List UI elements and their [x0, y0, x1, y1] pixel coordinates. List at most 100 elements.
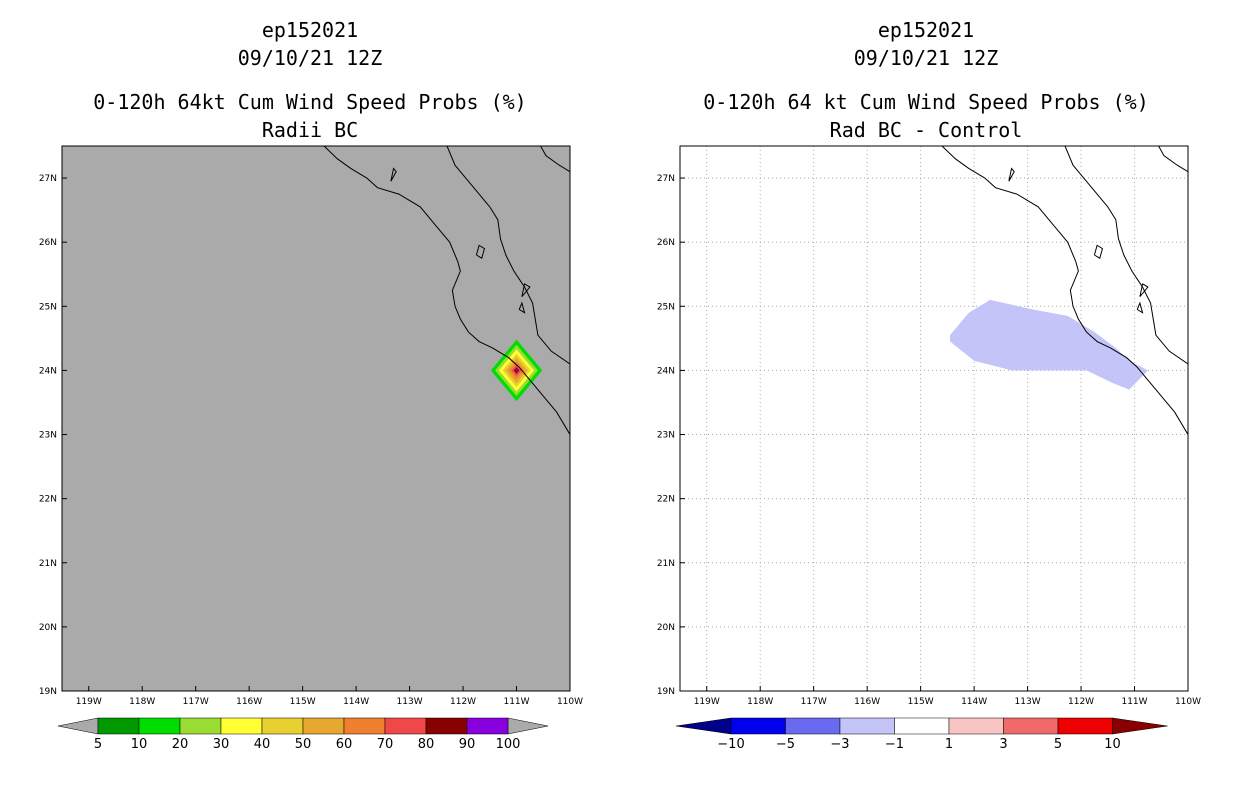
- y-tick-label: 23N: [39, 431, 57, 441]
- colorbar-label: 60: [336, 737, 353, 752]
- y-tick-label: 26N: [657, 238, 675, 248]
- colorbar: 5 10 20 30 40 50 60 70 80 90 100: [57, 717, 549, 752]
- colorbar-box: [302, 717, 345, 735]
- colorbar-label: 30: [213, 737, 230, 752]
- x-tick-label: 115W: [290, 697, 316, 707]
- colorbar-arrow-low: [675, 717, 732, 735]
- colorbar-label: 40: [254, 737, 271, 752]
- x-tick-label: 117W: [183, 697, 209, 707]
- colorbar-label: 100: [496, 737, 521, 752]
- coastline-baja-west: [323, 146, 570, 436]
- colorbar-box: [948, 717, 1004, 735]
- x-tick-label: 111W: [503, 697, 529, 707]
- colorbar-label: 20: [172, 737, 189, 752]
- x-tick-label: 116W: [236, 697, 262, 707]
- right-chart-title: 0-120h 64 kt Cum Wind Speed Probs (%): [703, 90, 1149, 114]
- x-tick-label: 112W: [450, 697, 476, 707]
- probability-ring-8: [515, 368, 518, 373]
- x-tick-label: 117W: [801, 697, 827, 707]
- colorbar-box: [785, 717, 841, 735]
- coastline-island-0: [1093, 244, 1104, 259]
- plot-area: [323, 146, 570, 436]
- left-date: 09/10/21 12Z: [237, 46, 383, 70]
- x-tick-label: 115W: [908, 697, 934, 707]
- colorbar-box: [384, 717, 427, 735]
- colorbar-label: 90: [459, 737, 476, 752]
- colorbar: −10 −5 −3 −1 1 3 5 10: [675, 717, 1168, 752]
- colorbar-box: [1057, 717, 1113, 735]
- right-date: 09/10/21 12Z: [853, 46, 999, 70]
- plot-background: [680, 146, 1188, 691]
- x-tick-label: 118W: [129, 697, 155, 707]
- right-storm-id: ep152021: [877, 18, 975, 42]
- colorbar-label: −3: [830, 737, 849, 752]
- y-tick-label: 27N: [39, 174, 57, 184]
- left-title-block: ep152021 09/10/21 12Z 0-120h 64kt Cum Wi…: [60, 16, 560, 144]
- difference-region: [950, 299, 1148, 390]
- colorbar-label: 50: [295, 737, 312, 752]
- colorbar-label: 70: [377, 737, 394, 752]
- colorbar-label: 10: [131, 737, 148, 752]
- colorbar-label: 1: [945, 737, 953, 752]
- coastline-baja-west: [941, 146, 1188, 436]
- y-tick-label: 21N: [657, 559, 675, 569]
- x-tick-label: 118W: [747, 697, 773, 707]
- colorbar-label: 80: [418, 737, 435, 752]
- colorbar-box: [261, 717, 304, 735]
- colorbar-label: 5: [94, 737, 102, 752]
- colorbar-arrow-low: [57, 717, 99, 735]
- y-tick-label: 27N: [657, 174, 675, 184]
- x-tick-label: 116W: [854, 697, 880, 707]
- colorbar-box: [138, 717, 181, 735]
- y-tick-label: 20N: [39, 623, 57, 633]
- x-tick-label: 113W: [397, 697, 423, 707]
- left-chart-title: 0-120h 64kt Cum Wind Speed Probs (%): [93, 90, 527, 114]
- panel-left: 119W 118W 117W 116W 115W 114W 113W 112W 111W 110W…: [39, 145, 583, 752]
- colorbar-label: −10: [717, 737, 744, 752]
- coastline-island-0: [475, 244, 486, 259]
- coastline-mainland: [1158, 146, 1188, 173]
- plot-frame: [61, 145, 571, 692]
- colorbar-box: [179, 717, 222, 735]
- x-tick-label: 110W: [1175, 697, 1201, 707]
- colorbar-box: [1003, 717, 1059, 735]
- y-tick-label: 24N: [39, 366, 57, 376]
- plot-frame: [679, 145, 1189, 692]
- colorbar-label: 3: [999, 737, 1007, 752]
- y-tick-label: 20N: [657, 623, 675, 633]
- right-title-block: ep152021 09/10/21 12Z 0-120h 64 kt Cum W…: [676, 16, 1176, 144]
- colorbar-box: [894, 717, 950, 735]
- colorbar-box: [97, 717, 140, 735]
- left-storm-id: ep152021: [261, 18, 359, 42]
- colorbar-label: −5: [776, 737, 795, 752]
- y-tick-label: 26N: [39, 238, 57, 248]
- y-tick-label: 21N: [39, 559, 57, 569]
- colorbar-box: [730, 717, 786, 735]
- x-tick-label: 110W: [557, 697, 583, 707]
- y-tick-label: 19N: [657, 687, 675, 697]
- coastline-island-1: [390, 167, 397, 182]
- coastline-island-3: [518, 301, 526, 314]
- panel-right: 119W 118W 117W 116W 115W 114W 113W 112W 111W 110W…: [657, 145, 1201, 752]
- right-chart-subtitle: Rad BC - Control: [829, 118, 1023, 142]
- coastline-island-2: [521, 283, 531, 297]
- colorbar-arrow-high: [1112, 717, 1168, 735]
- x-tick-label: 113W: [1015, 697, 1041, 707]
- colorbar-box: [425, 717, 468, 735]
- colorbar-arrow-high: [507, 717, 549, 735]
- x-tick-label: 119W: [694, 697, 720, 707]
- colorbar-box: [220, 717, 263, 735]
- left-chart-subtitle: Radii BC: [261, 118, 359, 142]
- plot-area: [680, 146, 1188, 691]
- coastline-baja-east: [1064, 146, 1188, 365]
- plot-background: [62, 146, 570, 691]
- y-tick-label: 22N: [39, 495, 57, 505]
- coastline-island-1: [1008, 167, 1015, 182]
- x-tick-label: 112W: [1068, 697, 1094, 707]
- y-tick-label: 22N: [657, 495, 675, 505]
- coastline-mainland: [540, 146, 570, 173]
- colorbar-box: [839, 717, 895, 735]
- colorbar-box: [343, 717, 386, 735]
- colorbar-box: [466, 717, 509, 735]
